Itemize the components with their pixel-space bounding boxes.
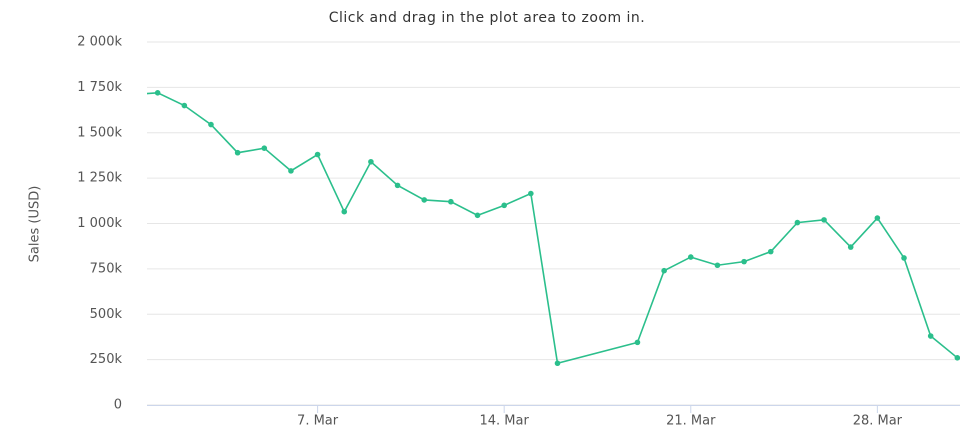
- data-point: [767, 248, 774, 255]
- data-point: [794, 219, 801, 226]
- y-tick-label: 500k: [90, 307, 123, 322]
- y-tick-label: 0: [114, 398, 122, 413]
- y-tick-label: 750k: [90, 261, 123, 276]
- data-point: [874, 215, 881, 221]
- data-point: [154, 90, 161, 96]
- y-tick-label: 1 250k: [77, 171, 122, 186]
- data-point: [448, 198, 454, 205]
- data-point: [821, 217, 827, 223]
- y-tick-label: 1 750k: [77, 80, 122, 95]
- data-point: [714, 262, 721, 269]
- x-tick-label: 21. Mar: [666, 414, 716, 429]
- data-point: [501, 202, 507, 209]
- data-point: [847, 244, 854, 250]
- plot-area: [128, 90, 960, 367]
- data-point: [554, 360, 561, 367]
- data-point: [261, 145, 268, 151]
- data-point: [181, 102, 188, 109]
- chart-subtitle: Click and drag in the plot area to zoom …: [329, 10, 646, 26]
- data-point: [528, 190, 534, 197]
- data-point: [394, 182, 401, 189]
- data-point: [741, 258, 747, 265]
- data-point: [421, 197, 428, 203]
- data-point: [901, 255, 907, 261]
- data-point: [288, 168, 294, 174]
- data-point: [927, 333, 934, 339]
- y-axis-title: Sales (USD): [28, 186, 43, 263]
- x-tick-label: 28. Mar: [853, 414, 903, 429]
- x-tick-label: 7. Mar: [297, 414, 339, 429]
- x-tick-label: 14. Mar: [480, 414, 530, 429]
- y-tick-label: 1 000k: [77, 216, 122, 231]
- data-point: [368, 158, 374, 165]
- y-tick-label: 2 000k: [77, 35, 122, 50]
- data-point: [128, 92, 134, 98]
- data-point: [314, 151, 321, 158]
- data-point: [341, 208, 348, 215]
- data-point: [234, 149, 241, 156]
- series-line: [147, 92, 958, 365]
- y-tick-label: 1 500k: [77, 125, 122, 140]
- y-tick-label: 250k: [90, 352, 123, 367]
- data-point: [634, 339, 641, 346]
- data-point: [687, 254, 694, 260]
- data-point: [474, 212, 481, 219]
- data-point: [208, 121, 214, 128]
- data-point: [954, 355, 960, 361]
- data-point: [661, 267, 667, 274]
